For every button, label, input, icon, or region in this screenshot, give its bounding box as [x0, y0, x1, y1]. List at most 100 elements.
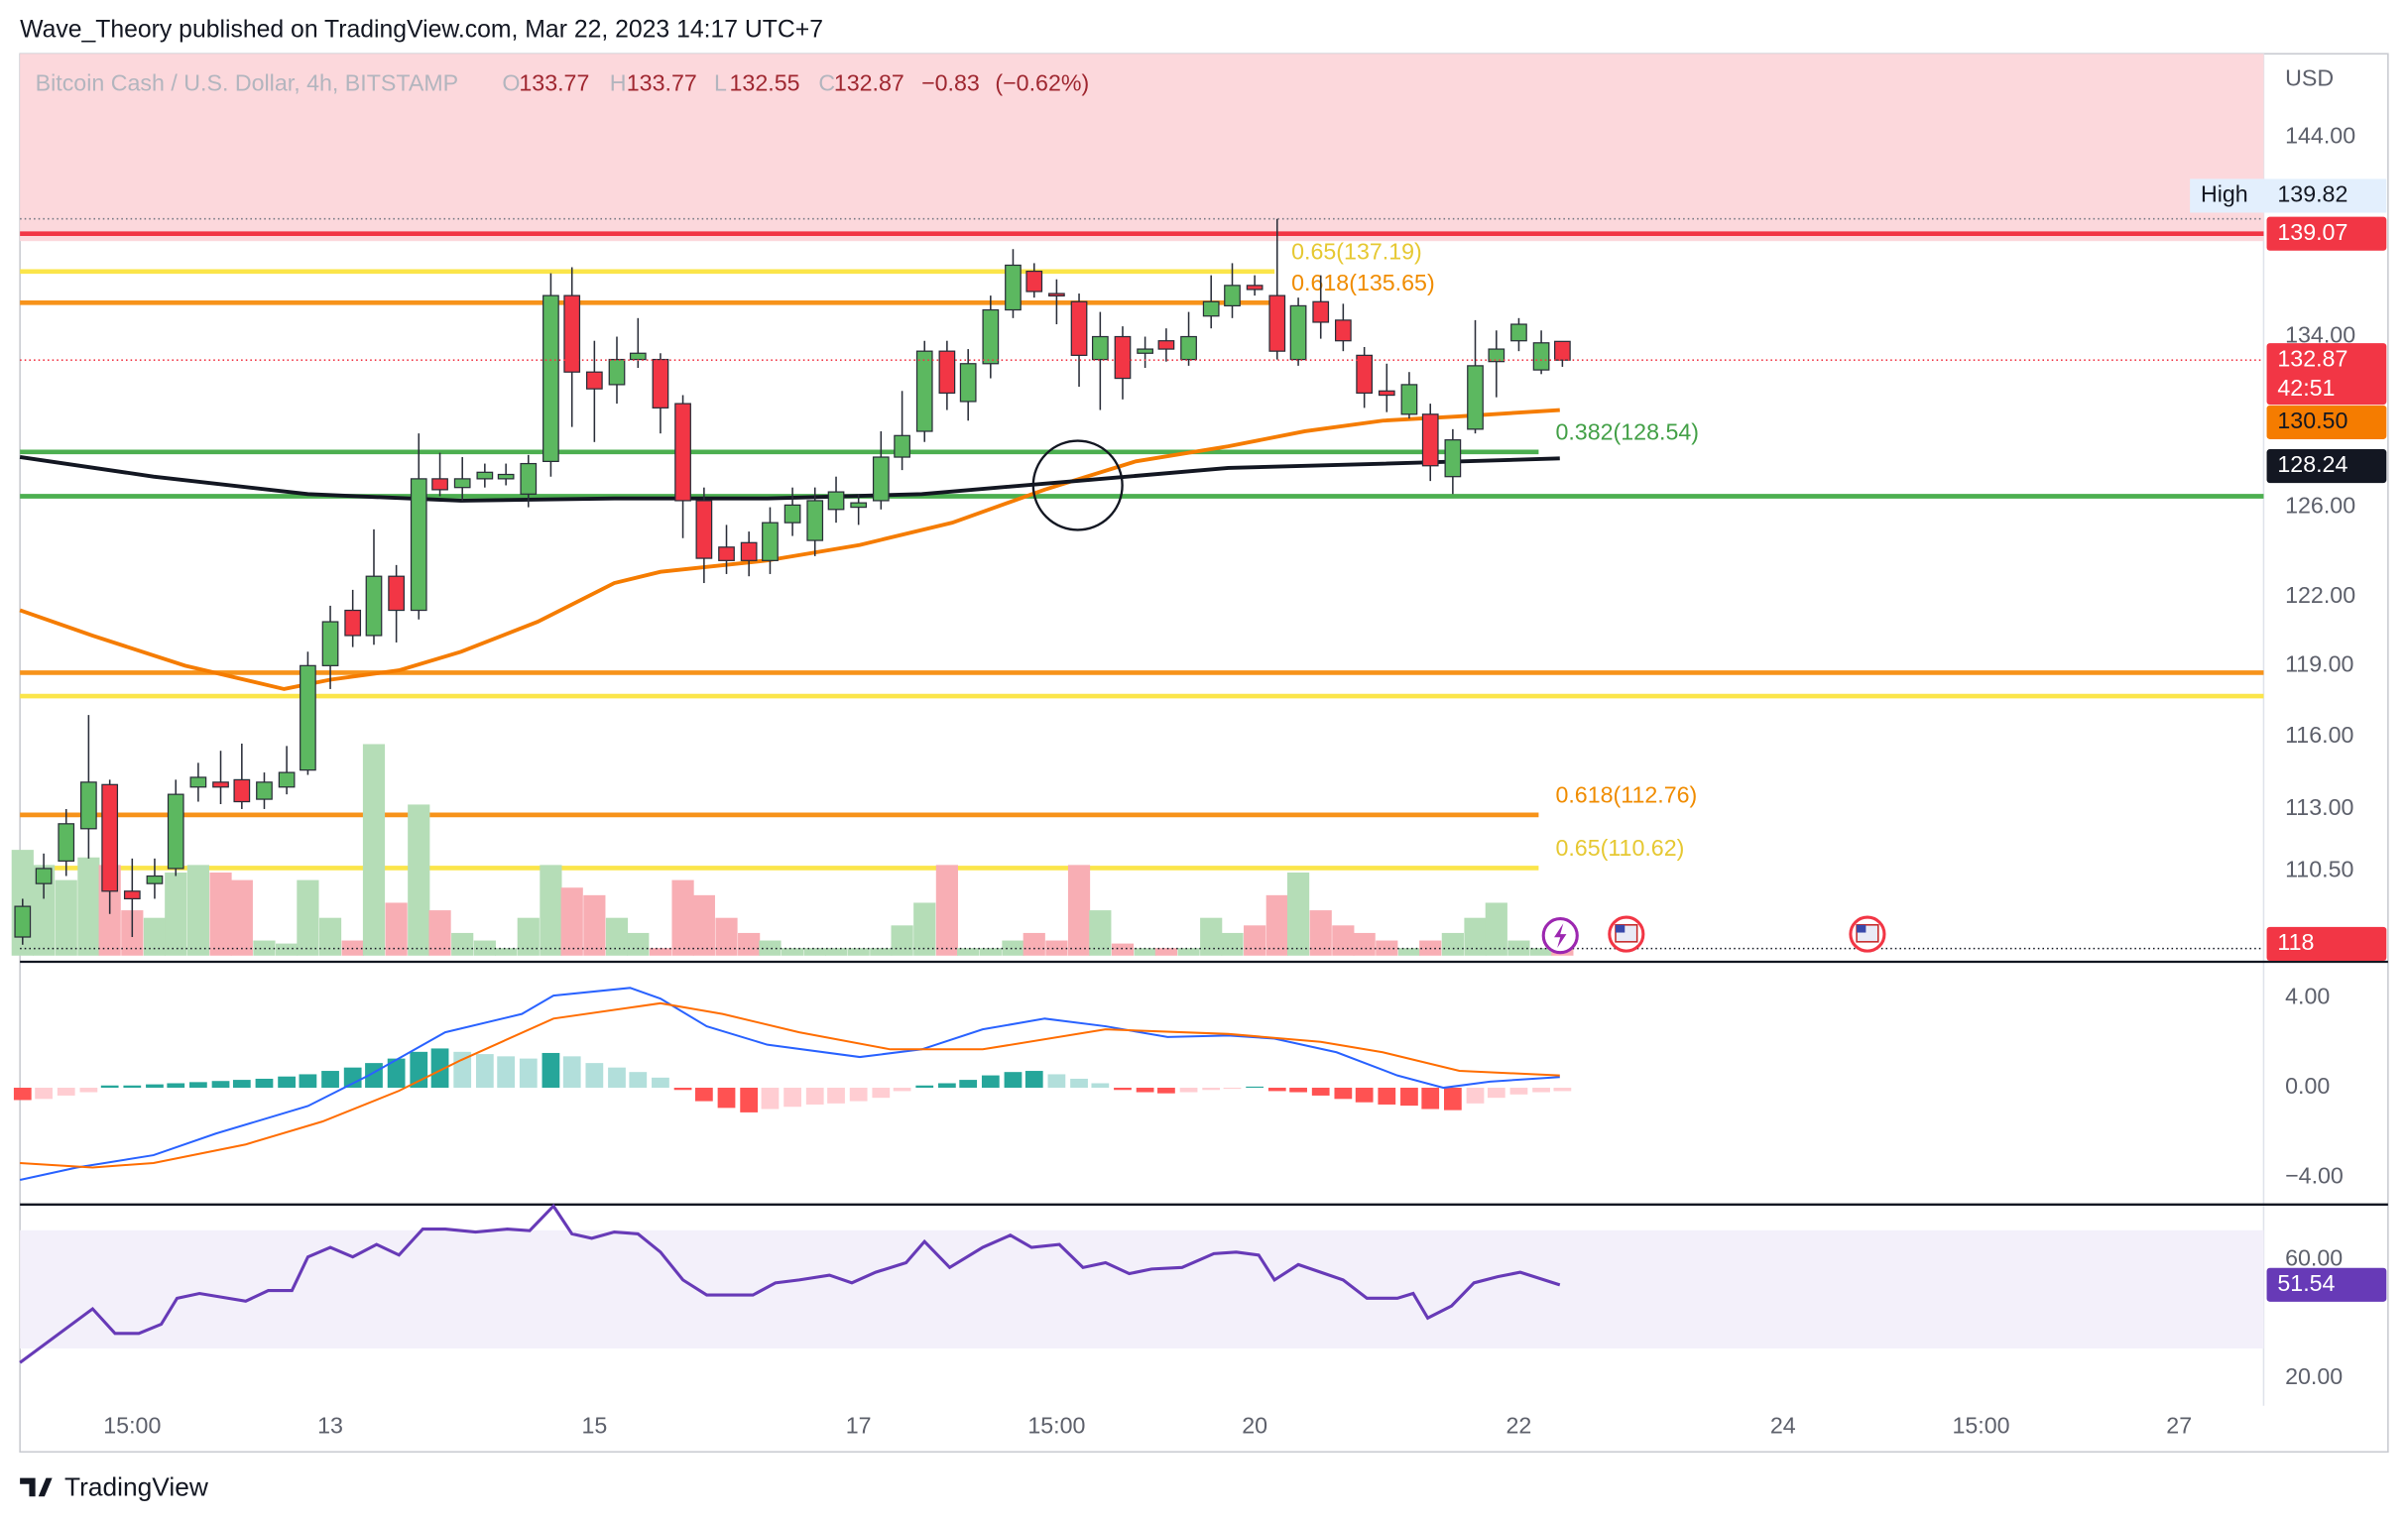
macd-histogram-bar: [410, 1051, 428, 1089]
macd-histogram-bar: [694, 1088, 713, 1102]
candle-body: [1048, 292, 1065, 297]
legend-letter: C: [818, 69, 835, 95]
volume-bar: [913, 902, 936, 956]
candle-body: [762, 522, 779, 561]
macd-histogram-bar: [1114, 1088, 1132, 1091]
candle-body: [1510, 323, 1527, 342]
volume-bar: [1485, 902, 1507, 956]
volume-bar: [1353, 932, 1376, 956]
macd-histogram-bar: [232, 1080, 251, 1089]
volume-bar: [738, 932, 761, 956]
macd-histogram-bar: [1289, 1088, 1307, 1093]
macd-line: [19, 987, 1560, 1181]
macd-histogram-bar: [1553, 1088, 1572, 1092]
volume-bar: [540, 865, 562, 956]
macd-tick-label: 4.00: [2285, 984, 2330, 1009]
flag: [1857, 924, 1866, 933]
volume-bar: [824, 948, 848, 956]
rsi-tick-label: 60.00: [2285, 1245, 2343, 1271]
candle-body: [1421, 413, 1439, 467]
volume-bar: [1309, 910, 1332, 956]
volume-bar: [1507, 940, 1530, 956]
volume-tag: 118: [2277, 929, 2314, 955]
macd-histogram-bar: [542, 1052, 560, 1089]
candle-body: [80, 781, 97, 830]
macd-histogram-bar: [1509, 1088, 1528, 1095]
x-tick-label: 15:00: [1027, 1413, 1085, 1439]
volume-bar: [1134, 948, 1156, 956]
price-tag: 132.87: [2277, 345, 2348, 371]
candle-body: [388, 575, 405, 612]
moving-average: [19, 408, 1560, 691]
candle-body: [189, 776, 207, 788]
x-tick-label: 24: [1770, 1413, 1796, 1439]
legend-value: 132.87: [834, 69, 904, 95]
volume-bar: [517, 917, 540, 956]
macd-histogram-bar: [430, 1048, 449, 1089]
candle-body: [1356, 354, 1374, 395]
ma-tag-bg: [2266, 405, 2387, 439]
volume-bar: [165, 872, 187, 956]
volume-bar: [230, 879, 253, 956]
volume-bar: [1089, 910, 1112, 956]
macd-histogram-bar: [13, 1088, 32, 1101]
macd-histogram-bar: [1400, 1088, 1418, 1107]
volume-bar: [1286, 872, 1310, 956]
macd-histogram-bar: [1355, 1088, 1374, 1103]
macd-histogram-bar: [981, 1075, 1000, 1089]
volume-bar: [803, 948, 826, 956]
x-tick-label: 17: [846, 1413, 872, 1439]
volume-bar: [891, 925, 913, 956]
volume-bar: [957, 948, 980, 956]
candle-body: [1532, 342, 1550, 371]
volume-bar: [186, 865, 209, 956]
volume-bar: [143, 917, 167, 956]
candle-body: [1005, 264, 1022, 311]
logo: [20, 1477, 53, 1497]
macd-histogram-bar: [827, 1088, 845, 1104]
y-tick-label: 116.00: [2285, 722, 2353, 748]
candle-body: [718, 546, 735, 561]
volume-bar: [759, 940, 782, 956]
volume-bar: [781, 948, 804, 956]
candle-body: [850, 502, 868, 509]
volume-bar: [297, 879, 319, 956]
macd-histogram-bar: [608, 1067, 626, 1089]
volume-bar: [1200, 917, 1223, 956]
volume-bar: [318, 917, 342, 956]
candle-body: [542, 294, 559, 462]
x-tick-label: 15:00: [1952, 1413, 2009, 1439]
macd-histogram-bar: [343, 1067, 362, 1089]
level-label: 0.65(110.62): [1555, 835, 1684, 861]
legend-title: Bitcoin Cash / U.S. Dollar, 4h, BITSTAMP: [36, 69, 459, 95]
rsi-line: [19, 1203, 1561, 1364]
volume-bar: [451, 932, 474, 956]
y-tick-label: 122.00: [2285, 582, 2355, 608]
macd-histogram-bar: [805, 1088, 824, 1105]
y-tick-label: 113.00: [2285, 794, 2353, 820]
volume-bar: [1023, 932, 1045, 956]
candle-body: [123, 890, 141, 900]
footer: TradingView: [64, 1471, 209, 1501]
macd-histogram-bar: [1157, 1088, 1175, 1094]
candle-body: [344, 609, 362, 637]
macd-histogram-bar: [100, 1085, 119, 1089]
macd-histogram-bar: [1267, 1088, 1286, 1092]
macd-histogram-bar: [519, 1058, 538, 1089]
macd-histogram-bar: [1136, 1088, 1154, 1093]
volume-bar: [1177, 948, 1200, 956]
level-label: 0.618(112.76): [1555, 781, 1697, 807]
volume-bar: [1376, 940, 1398, 956]
legend-value: 133.77: [627, 69, 697, 95]
candle-body: [497, 473, 515, 480]
macd-histogram-bar: [1378, 1088, 1396, 1105]
legend-change-pct: (−0.62%): [995, 69, 1089, 95]
candle-body: [938, 350, 956, 395]
macd-histogram-bar: [387, 1058, 406, 1089]
macd-histogram-bar: [1246, 1086, 1264, 1089]
volume-bar: [1529, 948, 1553, 956]
candle-body: [1114, 335, 1132, 380]
volume-bar: [1111, 943, 1135, 956]
